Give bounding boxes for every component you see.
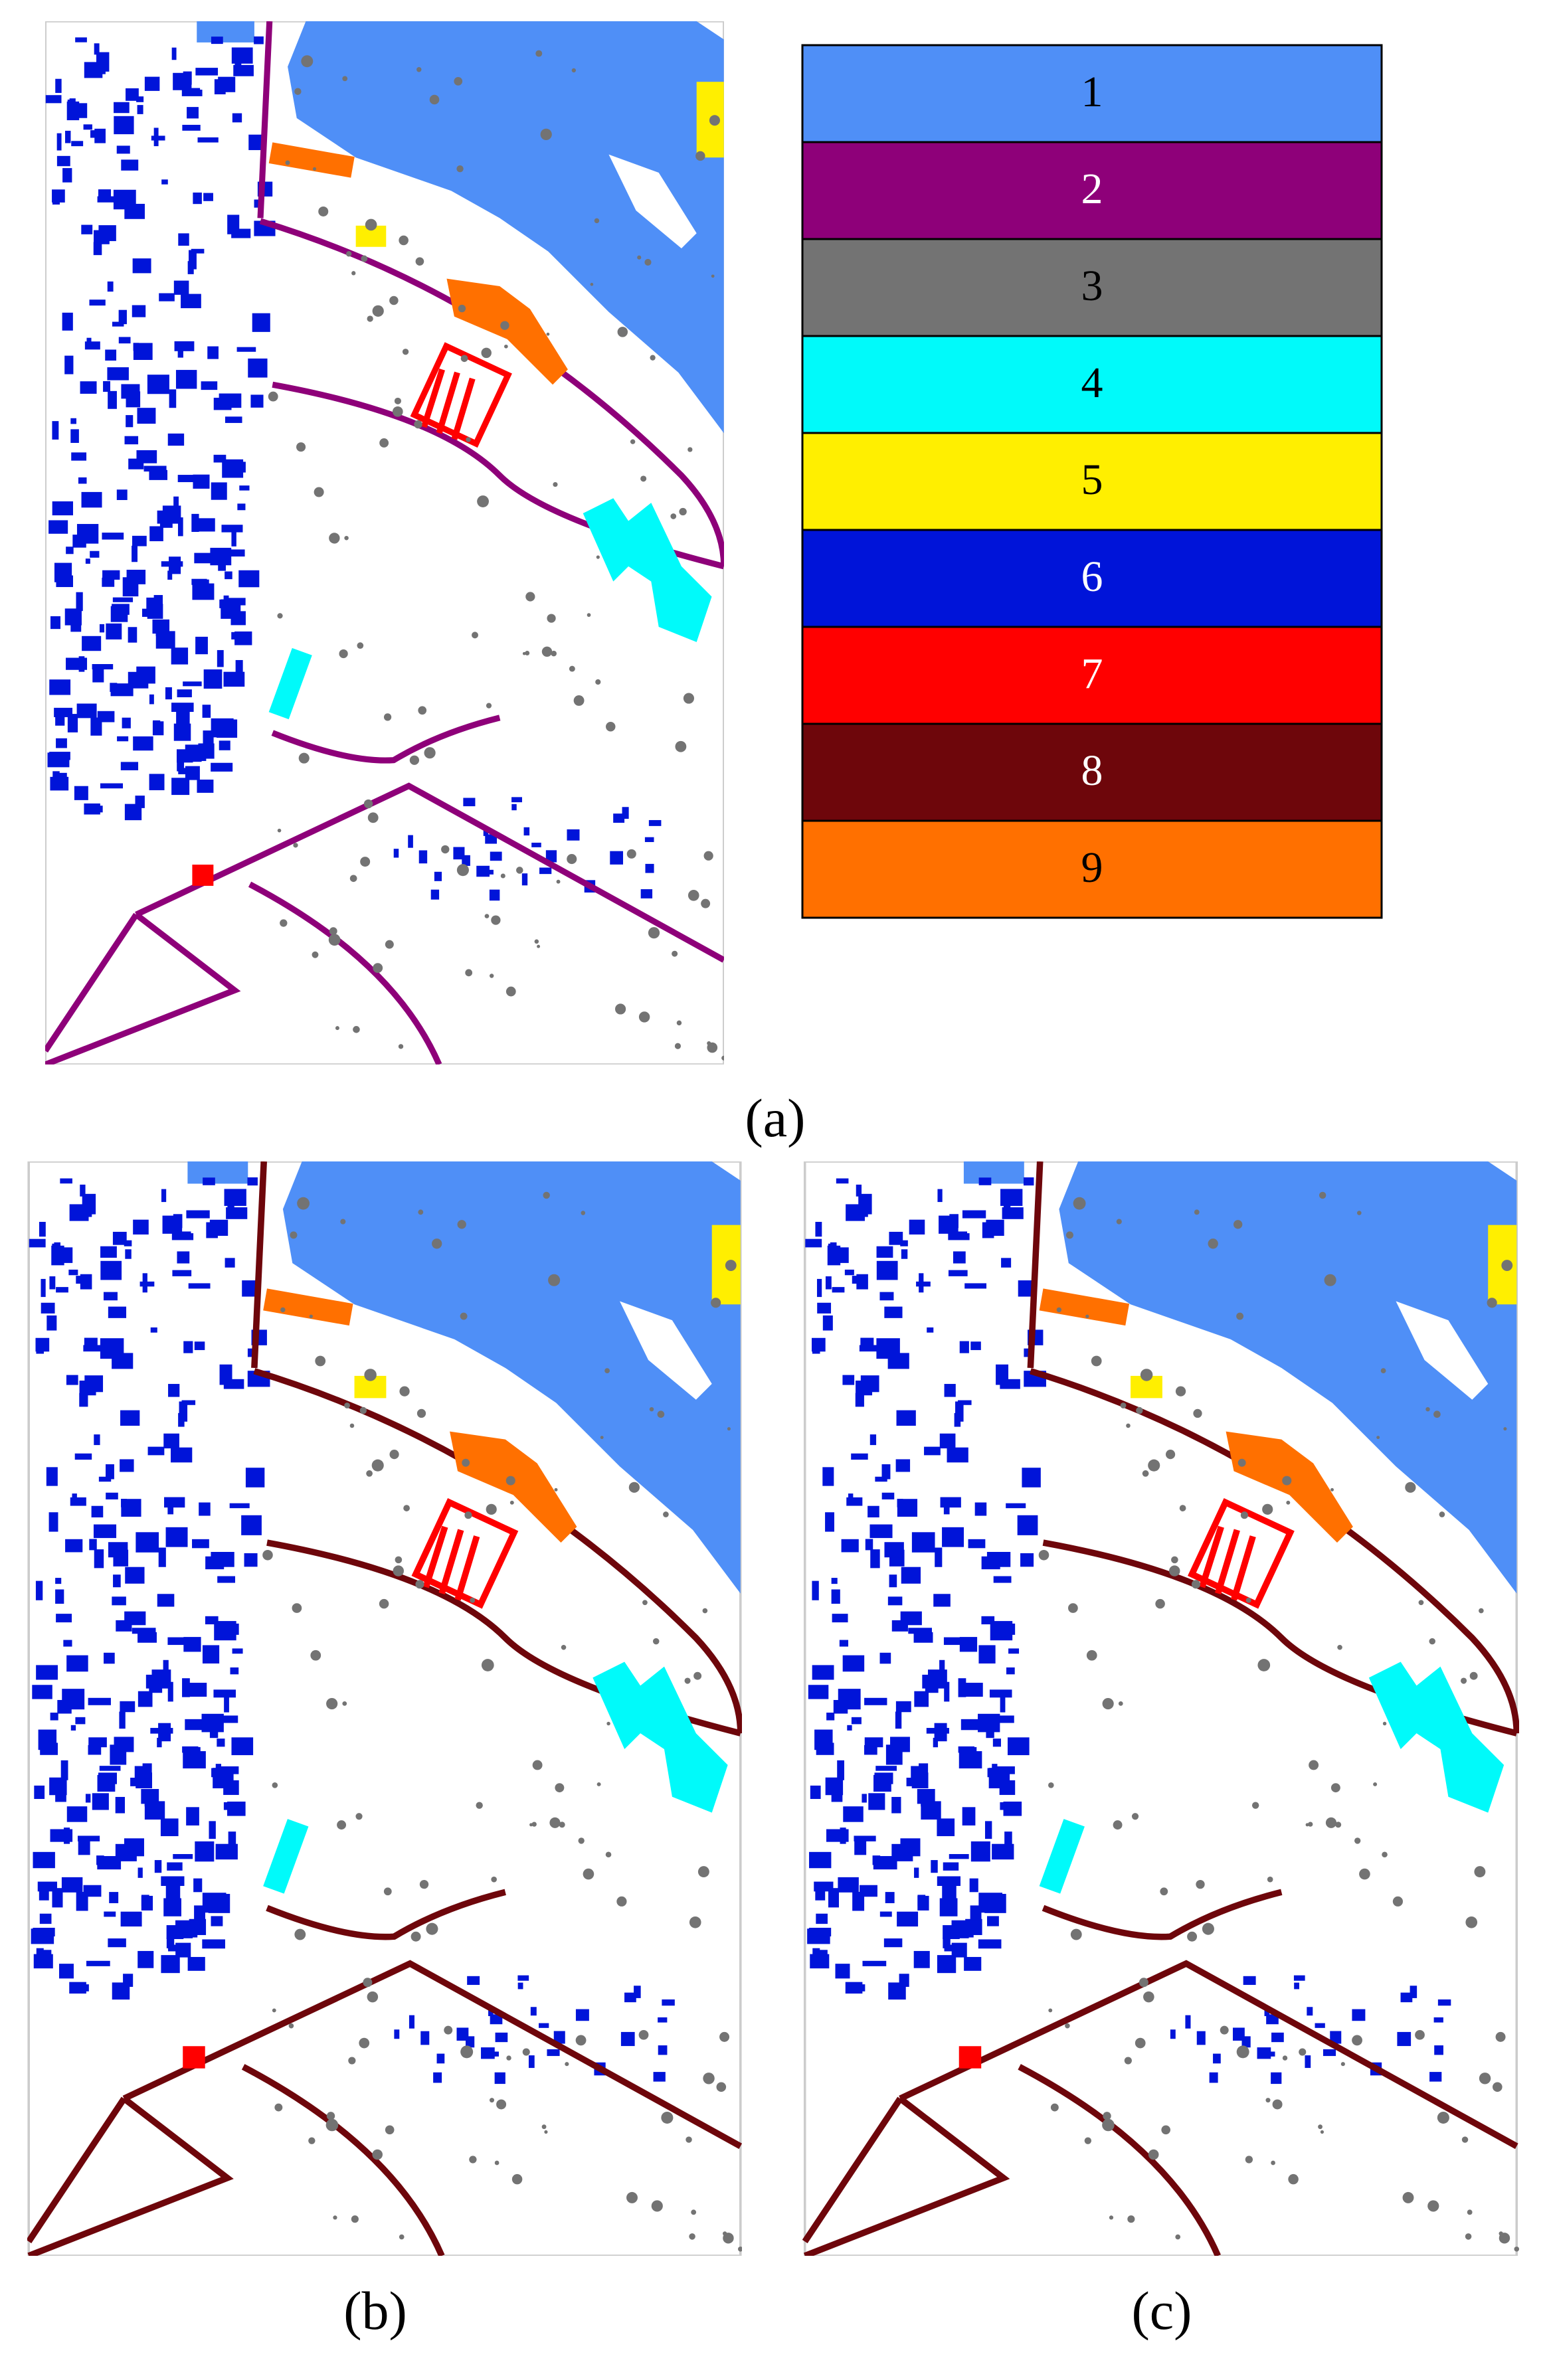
caption: (b)	[343, 2280, 407, 2341]
ground-truth-map	[45, 21, 726, 1064]
caption: (c)	[1131, 2280, 1192, 2341]
legend-swatch	[801, 141, 1383, 240]
legend-label: 4	[1081, 359, 1103, 407]
classification-map-c	[805, 1161, 1519, 2256]
caption: (a)	[745, 1088, 805, 1148]
legend-label: 7	[1081, 649, 1103, 698]
classification-map-b	[29, 1161, 743, 2256]
legend-swatch	[801, 529, 1383, 628]
legend-label: 9	[1081, 843, 1103, 892]
legend-swatch	[801, 44, 1383, 143]
legend-label: 2	[1081, 165, 1103, 213]
legend-label: 6	[1081, 552, 1103, 601]
legend-swatch	[801, 335, 1383, 434]
legend-swatch	[801, 722, 1383, 822]
legend-label: 3	[1081, 262, 1103, 310]
legend-swatch	[801, 819, 1383, 919]
legend-label: 5	[1081, 456, 1103, 504]
legend-label: 8	[1081, 746, 1103, 795]
legend-label: 1	[1081, 68, 1103, 116]
legend-swatch	[801, 432, 1383, 531]
legend-swatch	[801, 238, 1383, 337]
legend: 1 2 3 4 5 6 7 8 9	[801, 44, 1383, 919]
